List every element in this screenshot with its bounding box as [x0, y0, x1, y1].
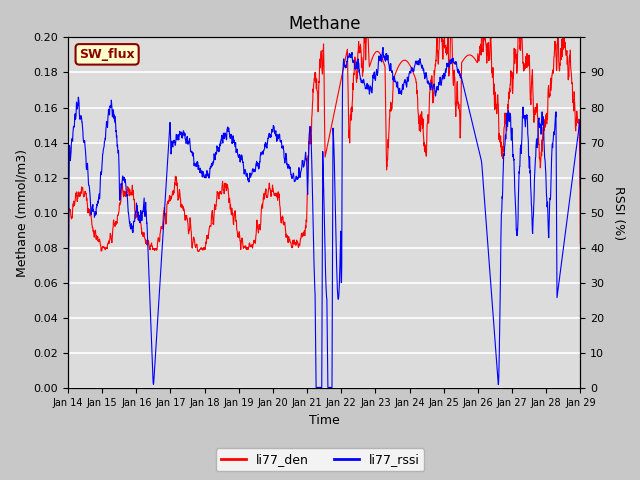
Y-axis label: RSSI (%): RSSI (%) — [612, 186, 625, 240]
li77_rssi — [300, 164, 307, 170]
li77_rssi — [577, 183, 584, 189]
Line: li77_den: li77_den — [68, 37, 580, 302]
li77_den — [90, 234, 98, 240]
Title: Methane: Methane — [288, 15, 360, 33]
Y-axis label: Methane (mmol/m3): Methane (mmol/m3) — [15, 149, 28, 277]
li77_den — [577, 240, 584, 246]
li77_den — [64, 300, 72, 305]
X-axis label: Time: Time — [308, 414, 340, 427]
li77_rssi — [64, 360, 72, 365]
li77_rssi — [468, 119, 476, 124]
Line: li77_rssi: li77_rssi — [68, 48, 580, 387]
Legend: li77_den, li77_rssi: li77_den, li77_rssi — [216, 448, 424, 471]
li77_rssi — [562, 226, 570, 231]
li77_den — [562, 46, 570, 51]
li77_rssi — [90, 209, 98, 215]
li77_den — [468, 53, 476, 59]
li77_rssi — [562, 228, 570, 233]
li77_den — [300, 231, 307, 237]
li77_den — [314, 88, 321, 94]
li77_rssi — [312, 384, 320, 390]
li77_den — [562, 48, 570, 54]
li77_den — [360, 35, 368, 40]
Text: SW_flux: SW_flux — [79, 48, 135, 61]
li77_rssi — [314, 384, 321, 390]
li77_rssi — [379, 45, 387, 50]
